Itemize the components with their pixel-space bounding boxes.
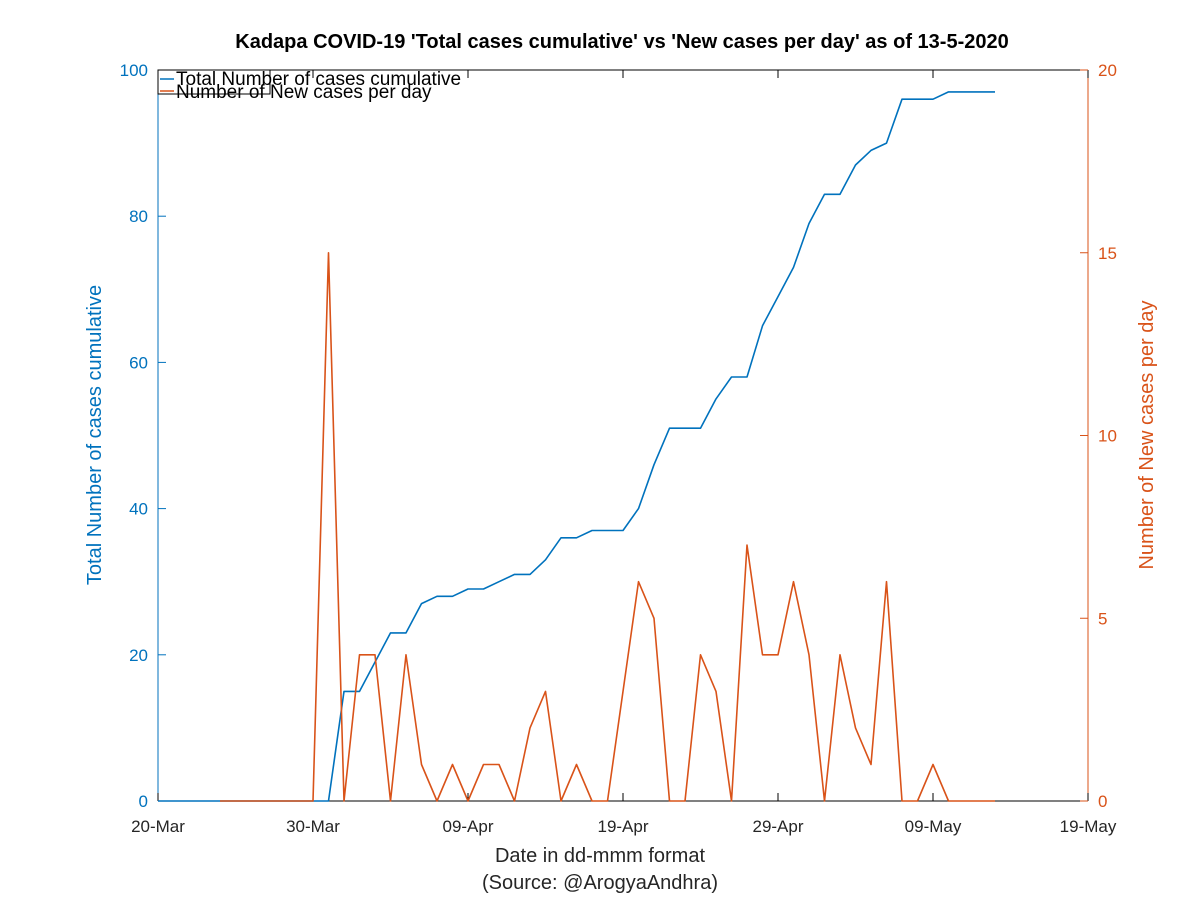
right-y-axis-label: Number of New cases per day [1136, 300, 1158, 569]
x-tick-label: 09-Apr [442, 817, 493, 836]
series-layer [158, 91, 995, 802]
left-y-tick-label: 60 [129, 353, 148, 372]
x-axis-ticks: 20-Mar 30-Mar 09-Apr 19-Apr 29-Apr 09-May 19-M… [131, 70, 1117, 836]
right-y-tick-label: 10 [1098, 427, 1117, 446]
chart-title: Kadapa COVID-19 'Total cases cumulative'… [235, 31, 1008, 53]
x-tick-label: 19-May [1060, 817, 1117, 836]
left-y-axis-ticks: 0 20 40 60 80 100 [120, 61, 166, 811]
legend: Total Number of cases cumulative Number … [157, 69, 461, 103]
right-y-tick-label: 5 [1098, 609, 1107, 628]
x-axis-label: Date in dd-mmm format [495, 845, 705, 867]
left-y-tick-label: 100 [120, 61, 148, 80]
right-y-tick-label: 15 [1098, 244, 1117, 263]
source-note: (Source: @ArogyaAndhra) [482, 872, 718, 894]
legend-label-cumulative: Total Number of cases cumulative [176, 69, 461, 90]
left-y-axis-label: Total Number of cases cumulative [84, 285, 106, 585]
x-tick-label: 19-Apr [597, 817, 648, 836]
left-y-tick-label: 0 [139, 792, 148, 811]
left-y-tick-label: 80 [129, 207, 148, 226]
left-y-tick-label: 20 [129, 646, 148, 665]
x-tick-label: 29-Apr [752, 817, 803, 836]
right-y-tick-label: 20 [1098, 61, 1117, 80]
left-y-tick-label: 40 [129, 500, 148, 519]
legend-box [157, 69, 271, 95]
new-cases-line [220, 252, 995, 802]
cumulative-cases-line [158, 91, 995, 802]
x-tick-label: 09-May [905, 817, 962, 836]
right-y-axis-ticks: 0 5 10 15 20 [1080, 61, 1117, 811]
x-tick-label: 20-Mar [131, 817, 185, 836]
x-tick-label: 30-Mar [286, 817, 340, 836]
right-y-tick-label: 0 [1098, 792, 1107, 811]
legend-label-new: Number of New cases per day [176, 82, 432, 103]
